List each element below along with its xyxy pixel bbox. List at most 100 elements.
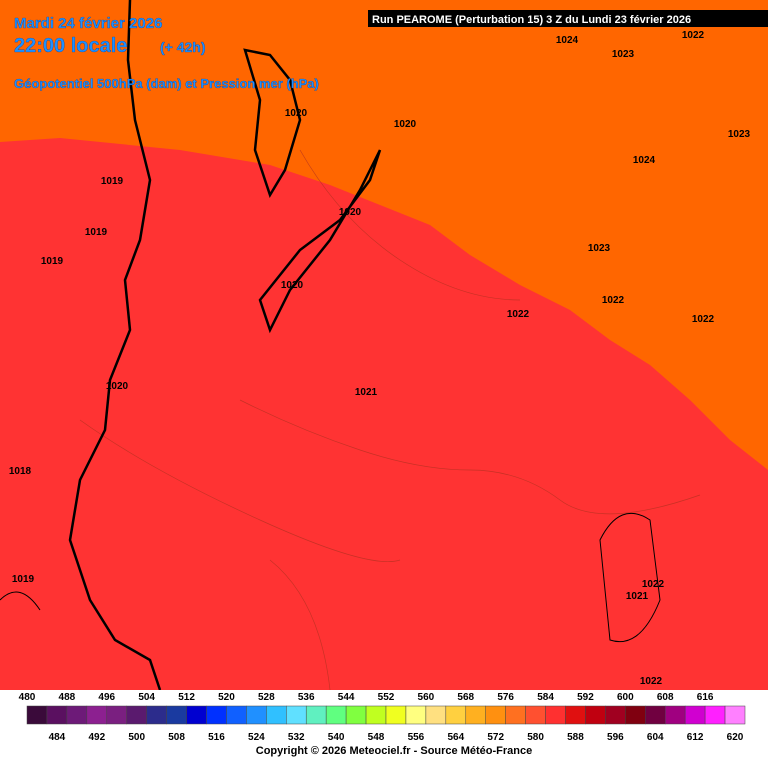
colorbar-cell (485, 705, 506, 725)
colorbar-cell (704, 705, 726, 725)
colorbar-cell (46, 705, 68, 725)
colorbar-cell (585, 705, 606, 725)
colorbar-cell (664, 705, 686, 725)
isobar-label: 1021 (626, 591, 649, 602)
isobar-labels: 1024 1023 1022 1020 1020 1023 1024 1019 1019 1019… (9, 30, 751, 687)
colorbar-cell (305, 705, 327, 725)
colorbar-label: 592 (577, 692, 594, 703)
colorbar-cell (26, 705, 48, 725)
footer: Copyright © 2026 Meteociel.fr - Source M… (256, 745, 532, 757)
isobar-label: 1024 (633, 155, 656, 166)
isobar-label: 1023 (728, 129, 751, 140)
colorbar-cell (365, 705, 387, 725)
isobar-label: 1020 (281, 280, 304, 291)
colorbar-cell (325, 705, 347, 725)
colorbar-label: 572 (487, 732, 504, 743)
colorbar-cell (106, 705, 127, 725)
run-banner (368, 10, 768, 27)
colorbar-label: 552 (378, 692, 395, 703)
colorbar-cell (345, 705, 367, 725)
colorbar-label: 484 (49, 732, 66, 743)
colorbar-cell (66, 705, 88, 725)
colorbar-cell (86, 705, 108, 725)
run: Run PEAROME (Perturbation 15) 3 Z du Lun… (372, 14, 691, 26)
colorbar-cell (146, 705, 167, 725)
colorbar-label: 528 (258, 692, 275, 703)
colorbar-cell (405, 705, 427, 725)
colorbar-label: 588 (567, 732, 584, 743)
isobar-label: 1019 (12, 574, 35, 585)
colorbar-cell (724, 705, 746, 725)
colorbar-cell (266, 705, 287, 725)
colorbar-cell (545, 705, 566, 725)
isobar-label: 1022 (642, 579, 665, 590)
isobar-label: 1020 (285, 108, 308, 119)
colorbar-cell (126, 705, 147, 725)
colorbar-label: 540 (328, 732, 345, 743)
isobar-label: 1024 (556, 35, 579, 46)
isobar-label: 1022 (507, 309, 530, 320)
colorbar-cell (525, 705, 546, 725)
colorbar-label: 516 (208, 732, 225, 743)
colorbar-label: 584 (537, 692, 554, 703)
isobar-label: 1020 (339, 207, 362, 218)
colorbar-cell (445, 705, 467, 725)
isobar-label: 1023 (588, 243, 611, 254)
colorbar-cell (166, 705, 187, 725)
colorbar-label: 512 (178, 692, 195, 703)
colorbar-label: 536 (298, 692, 315, 703)
isobar-label: 1020 (394, 119, 417, 130)
isobar-label: 1022 (692, 314, 715, 325)
isobar-label: 1019 (41, 256, 64, 267)
colorbar-label: 600 (617, 692, 634, 703)
isobar-label: 1019 (101, 176, 124, 187)
colorbar-cell (226, 705, 247, 725)
isobar-label: 1022 (640, 676, 663, 687)
colorbar-label: 564 (447, 732, 464, 743)
colorbar-cell (684, 705, 706, 725)
isobar-label: 1022 (602, 295, 625, 306)
colorbar-cell (385, 705, 407, 725)
colorbar-cell (605, 705, 626, 725)
isobar-label: 1023 (612, 49, 635, 60)
colorbar-cell (206, 705, 227, 725)
colorbar-label: 580 (527, 732, 544, 743)
colorbar-label: 596 (607, 732, 624, 743)
colorbar-label: 492 (88, 732, 105, 743)
isobar-label: 1022 (682, 30, 705, 41)
colorbar-label: 620 (727, 732, 744, 743)
colorbar-label: 488 (59, 692, 76, 703)
legend-panel (0, 690, 768, 768)
colorbar-label: 568 (457, 692, 474, 703)
field: Géopotentiel 500hPa (dam) et Pression me… (14, 76, 319, 91)
borders (79, 149, 701, 691)
colorbar-label: 576 (497, 692, 514, 703)
colorbar-cell (186, 705, 207, 725)
colorbar-label: 560 (418, 692, 435, 703)
colorbar-label: 604 (647, 732, 664, 743)
isobar-label: 1018 (9, 466, 32, 477)
colorbar-label: 548 (368, 732, 385, 743)
colorbar-cell (505, 705, 526, 725)
colorbar-label: 544 (338, 692, 355, 703)
date: Mardi 24 février 2026 (14, 15, 162, 32)
isobar-label: 1020 (106, 381, 129, 392)
time: 22:00 locale (14, 35, 127, 57)
colorbar-label: 556 (408, 732, 425, 743)
colorbar-label: 616 (697, 692, 714, 703)
pressure-area (0, 138, 768, 690)
colorbar-label: 612 (687, 732, 704, 743)
colorbar-cell (625, 705, 646, 725)
colorbar-label: 520 (218, 692, 235, 703)
colorbar-cell (425, 705, 447, 725)
colorbar-cell (246, 705, 267, 725)
colorbar-cell (645, 705, 666, 725)
coastline (68, 0, 382, 691)
isobar-label: 1021 (355, 387, 378, 398)
terrain-contours (0, 512, 661, 642)
colorbar-label: 496 (98, 692, 115, 703)
colorbar-label: 532 (288, 732, 305, 743)
colorbar: 480 488 496 504 512 520 528 536 544 552 560 568 576 5… (19, 692, 746, 743)
colorbar-label: 608 (657, 692, 674, 703)
